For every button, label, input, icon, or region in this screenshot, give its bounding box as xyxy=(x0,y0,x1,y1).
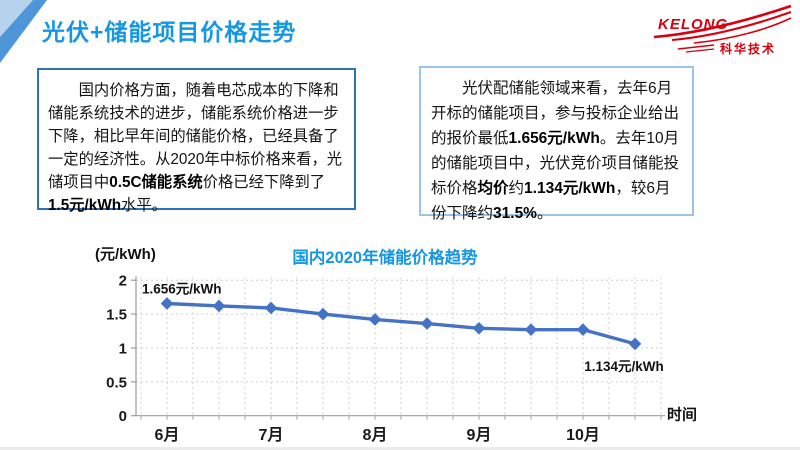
logo-company-text: 科华技术 xyxy=(720,41,776,56)
body-text: 。去年10月的储能项目中，光伏竞价项目储能投标价格 xyxy=(431,130,680,197)
data-point-marker xyxy=(420,317,434,330)
logo-swoosh-icon xyxy=(693,17,792,44)
corner-decoration xyxy=(0,0,47,63)
body-text: ，较6月份下降约 xyxy=(431,180,671,222)
x-tick-label: 8月 xyxy=(363,426,388,444)
logo-swoosh-icon xyxy=(653,4,792,39)
pv-storage-bid-text-box: 光伏配储能领域来看，去年6月开标的储能项目，参与投标企业给出的报价最低1.656… xyxy=(419,66,694,222)
data-point-marker xyxy=(160,297,174,310)
data-point-marker xyxy=(212,299,226,313)
domestic-price-paragraph: 国内价格方面，随着电芯成本的下降和储能系统技术的进步，储能系统价格进一步下降，相… xyxy=(48,79,345,217)
data-point-marker xyxy=(316,307,330,321)
x-tick-label: 7月 xyxy=(259,426,284,444)
data-point-marker xyxy=(576,323,590,336)
price-trend-line-chart: 0 0.5 1 1.5 2 6月 7月 8月 9月 10月 时间 1.656元/kWh 1.134元/k… xyxy=(106,273,697,444)
x-tick-label: 9月 xyxy=(467,426,492,444)
x-tick-label: 6月 xyxy=(155,426,180,444)
highlighted-text: 0.5C储能系统 xyxy=(109,174,203,191)
body-text: 约 xyxy=(508,180,525,197)
highlighted-text: 1.134元/kWh xyxy=(524,180,616,197)
last-point-label: 1.134元/kWh xyxy=(584,359,664,374)
logo-brand-text: KELONG xyxy=(658,16,728,33)
pv-storage-bid-paragraph: 光伏配储能领域来看，去年6月开标的储能项目，参与投标企业给出的报价最低1.656… xyxy=(431,76,682,226)
chart-title: 国内2020年储能价格趋势 xyxy=(292,249,478,267)
logo-swoosh-icon xyxy=(677,44,715,50)
decor-triangle-dark xyxy=(0,0,47,63)
body-text: 。 xyxy=(536,205,553,222)
data-point-marker xyxy=(524,323,538,336)
slide-bottom-edge xyxy=(0,447,800,450)
body-text: 国内价格方面，随着电芯成本的下降和储能系统技术的进步，储能系统价格进一步下降，相… xyxy=(48,82,343,191)
y-tick-label: 1.5 xyxy=(106,307,127,324)
kelong-logo: KELONG 科华技术 xyxy=(653,4,792,56)
highlighted-text: 1.656元/kWh xyxy=(508,130,600,147)
body-text: 价格已经下降到了 xyxy=(202,174,326,191)
highlighted-text: 31.5% xyxy=(493,205,537,222)
body-text: 光伏配储能领域来看，去年6月开标的储能项目，参与投标企业给出的报价最低 xyxy=(431,80,680,147)
domestic-price-text-box: 国内价格方面，随着电芯成本的下降和储能系统技术的进步，储能系统价格进一步下降，相… xyxy=(37,68,356,214)
y-tick-label: 1 xyxy=(119,340,127,357)
x-tick-label: 10月 xyxy=(566,426,600,444)
data-point-marker xyxy=(264,301,278,315)
y-tick-label: 0.5 xyxy=(106,374,127,391)
logo-swoosh-icon xyxy=(671,11,792,42)
x-axis-title: 时间 xyxy=(667,406,697,424)
price-line xyxy=(165,301,637,346)
body-text: 水平。 xyxy=(121,197,168,214)
data-point-marker xyxy=(628,337,642,351)
highlighted-text: 均价 xyxy=(477,180,509,197)
y-tick-label: 2 xyxy=(119,273,127,290)
data-point-marker xyxy=(368,313,382,326)
page-title: 光伏+储能项目价格走势 xyxy=(42,19,297,45)
highlighted-text: 1.5元/kWh xyxy=(48,197,122,214)
y-axis-unit-label: (元/kWh) xyxy=(95,246,156,263)
y-tick-label: 0 xyxy=(119,408,127,425)
data-point-marker xyxy=(472,321,486,335)
first-point-label: 1.656元/kWh xyxy=(142,282,222,297)
logo-swoosh-icon xyxy=(685,48,715,53)
